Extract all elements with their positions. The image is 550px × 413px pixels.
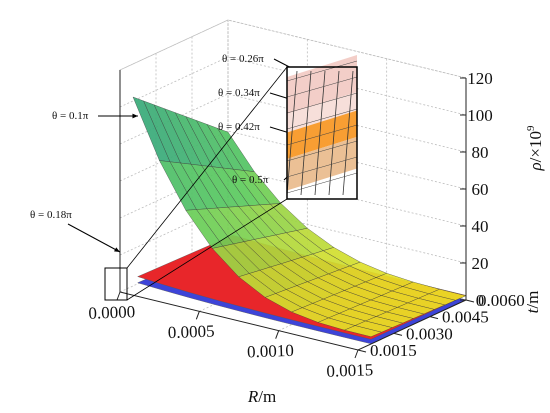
arrow-head (114, 247, 120, 252)
z-tick-label: 100 (467, 106, 493, 125)
z-axis-title-var: ρ (526, 162, 545, 171)
magnifier-box (104, 267, 128, 301)
y-tick-label: 0.0045 (442, 308, 489, 327)
inset-mesh (286, 156, 358, 178)
label-theta-0.18: θ = 0.18π (30, 209, 72, 221)
inset-mesh (328, 70, 340, 196)
z-axis-title-exp: 9 (525, 125, 537, 131)
x-tick-mark (116, 291, 121, 301)
inset-mesh (314, 70, 326, 196)
y-tick-label: 0.0015 (370, 341, 417, 360)
axis-titles: R/mt/mρ/×109 (247, 125, 545, 406)
z-tick-label: 0 (476, 291, 485, 310)
zoom-line (126, 66, 288, 269)
y-axis-title-unit: /m (523, 291, 542, 309)
inset-mesh (286, 60, 358, 82)
inset-band (287, 136, 357, 191)
inset-mesh (286, 92, 358, 114)
inset-mesh (300, 70, 312, 196)
y-tick-mark (357, 349, 367, 353)
inset-label-1: θ = 0.34π (218, 87, 260, 99)
x-tick-mark (275, 330, 280, 339)
inset-label-3: θ = 0.5π (232, 174, 269, 186)
x-axis-title: R/m (247, 387, 276, 406)
z-tick-label: 40 (472, 217, 489, 236)
x-axis-title-var: R (247, 387, 259, 406)
inset-mesh (286, 124, 358, 146)
y-axis-title: t/m (523, 291, 542, 314)
y-tick-label: 0.0060 (478, 291, 525, 310)
arrow-head (132, 113, 138, 119)
x-tick-mark (195, 311, 200, 320)
z-axis-title: ρ/×109 (525, 125, 545, 171)
zoom-line (126, 198, 288, 301)
inset-label-2: θ = 0.42π (218, 121, 260, 133)
y-tick-mark (393, 332, 403, 336)
inset-mesh (286, 76, 358, 98)
z-tick-label: 20 (472, 254, 489, 273)
y-tick-label: 0.0030 (406, 324, 453, 343)
z-axis-title-unit: /×10 (526, 131, 545, 162)
inset-mesh (342, 70, 354, 196)
x-tick-label: 0.0000 (88, 302, 135, 323)
surface-patch (343, 325, 383, 337)
x-axis-title-unit: /m (258, 387, 276, 406)
surfaces (132, 96, 467, 345)
z-tick-label: 80 (472, 143, 489, 162)
z-tick-label: 120 (467, 69, 493, 88)
label-theta-0.1: θ = 0.1π (52, 110, 89, 122)
inset-mesh (286, 140, 358, 162)
tick-labels: 0.00000.00050.00100.00150.00150.00300.00… (88, 69, 525, 381)
x-tick-label: 0.0010 (247, 341, 294, 362)
axis-frame (119, 70, 467, 351)
inset-frame (286, 66, 358, 200)
inset-mesh (286, 172, 358, 194)
y-tick-mark (465, 299, 475, 303)
inset-label-0: θ = 0.26π (222, 53, 264, 65)
annotation-arrow (67, 223, 121, 253)
inset-mesh (286, 70, 298, 196)
inset-mesh (286, 108, 358, 130)
inset-band (287, 55, 357, 114)
y-axis-title-var: t (523, 307, 542, 313)
x-tick-mark (354, 349, 359, 359)
z-tick-label: 60 (472, 180, 489, 199)
inset (286, 55, 358, 200)
y-tick-mark (429, 316, 439, 320)
x-tick-label: 0.0015 (326, 360, 373, 381)
x-tick-label: 0.0005 (167, 322, 214, 343)
